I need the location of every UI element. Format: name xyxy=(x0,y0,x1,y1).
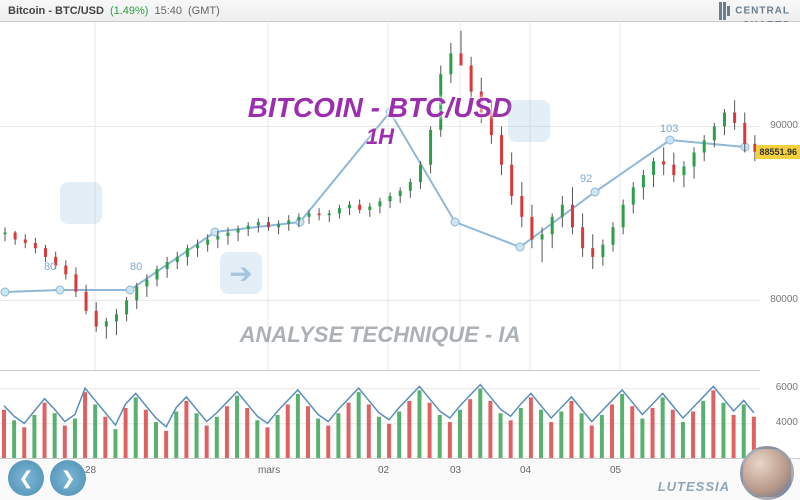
svg-text:80: 80 xyxy=(44,261,56,273)
prev-button[interactable]: ❮ xyxy=(8,460,44,496)
timestamp: 15:40 xyxy=(154,5,182,17)
change-percent: (1.49%) xyxy=(110,5,149,17)
volume-oscillator[interactable] xyxy=(0,370,760,458)
oscillator-axis: 40006000 xyxy=(760,370,800,458)
instrument-name: Bitcoin - BTC/USD xyxy=(8,5,104,17)
price-axis: 800009000088551.96 xyxy=(760,22,800,370)
chart-header: Bitcoin - BTC/USD (1.49%) 15:40 (GMT) xyxy=(0,0,800,22)
svg-text:92: 92 xyxy=(580,173,592,185)
price-chart[interactable]: 80 80 92 103 xyxy=(0,22,760,370)
next-button[interactable]: ❯ xyxy=(50,460,86,496)
lutessia-brand: LUTESSIA xyxy=(658,479,730,494)
watermark-icon xyxy=(60,182,102,224)
watermark-arrow-icon: ➔ xyxy=(220,252,262,294)
svg-text:103: 103 xyxy=(660,123,678,135)
watermark-icon xyxy=(508,100,550,142)
svg-text:80: 80 xyxy=(130,261,142,273)
assistant-avatar[interactable] xyxy=(740,446,794,500)
timezone: (GMT) xyxy=(188,5,220,17)
